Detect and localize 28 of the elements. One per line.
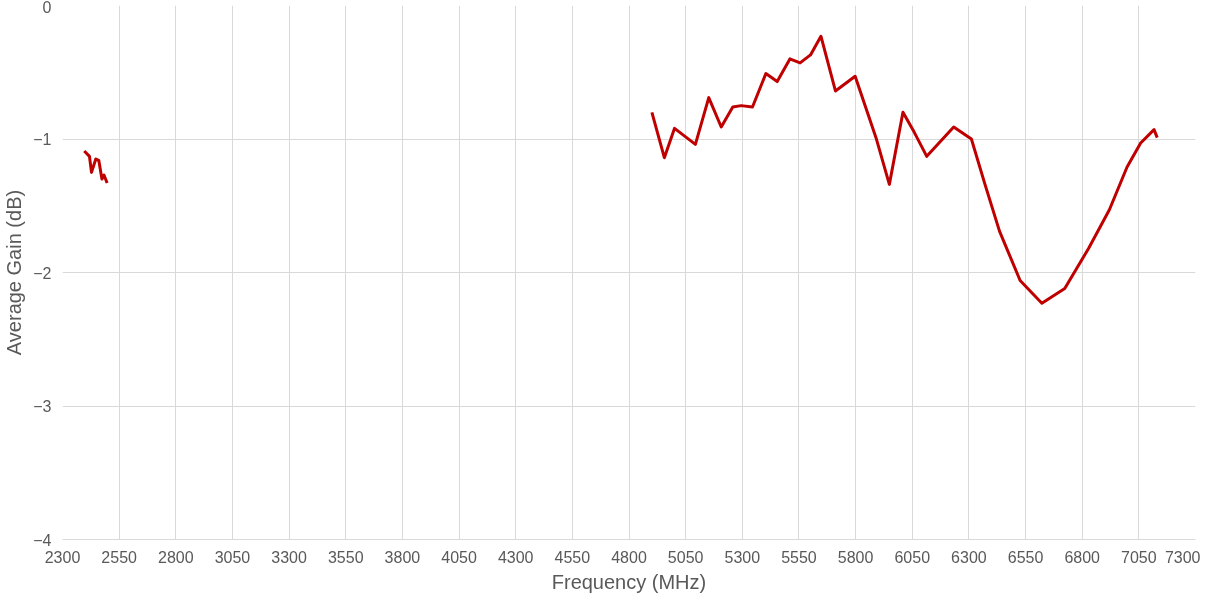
x-tick-label: 2800 bbox=[158, 548, 194, 566]
y-tick-label: −1 bbox=[33, 131, 52, 148]
y-tick-label: −4 bbox=[33, 531, 52, 549]
x-tick-label: 4050 bbox=[441, 548, 477, 566]
x-tick-label: 3050 bbox=[214, 548, 251, 566]
y-tick-label: −3 bbox=[33, 398, 52, 415]
y-tick-label: 0 bbox=[42, 0, 52, 16]
x-tick-label: 5550 bbox=[781, 548, 817, 566]
x-tick-label: 4550 bbox=[554, 548, 591, 566]
x-tick-label: 3300 bbox=[271, 548, 307, 566]
x-tick-label: 5300 bbox=[724, 548, 761, 566]
x-tick-label: 6050 bbox=[894, 548, 931, 566]
x-axis-title: Frequency (MHz) bbox=[551, 570, 707, 593]
y-axis-title: Average Gain (dB) bbox=[3, 189, 26, 356]
x-tick-label: 5800 bbox=[837, 548, 874, 566]
x-tick-label: 3800 bbox=[384, 548, 421, 566]
x-tick-label: 7300 bbox=[1164, 548, 1201, 566]
x-tick-label: 6550 bbox=[1007, 548, 1044, 566]
x-tick-label: 6800 bbox=[1064, 548, 1101, 566]
x-tick-label: 4300 bbox=[497, 548, 534, 566]
x-tick-label: 5050 bbox=[667, 548, 704, 566]
x-tick-label: 7050 bbox=[1121, 548, 1157, 566]
x-tick-label: 6300 bbox=[951, 548, 987, 566]
x-tick-label: 4800 bbox=[611, 548, 647, 566]
x-tick-label: 3550 bbox=[327, 548, 364, 566]
x-tick-label: 2550 bbox=[101, 548, 138, 566]
y-tick-label: −2 bbox=[33, 264, 52, 282]
x-tick-label: 2300 bbox=[44, 548, 81, 566]
